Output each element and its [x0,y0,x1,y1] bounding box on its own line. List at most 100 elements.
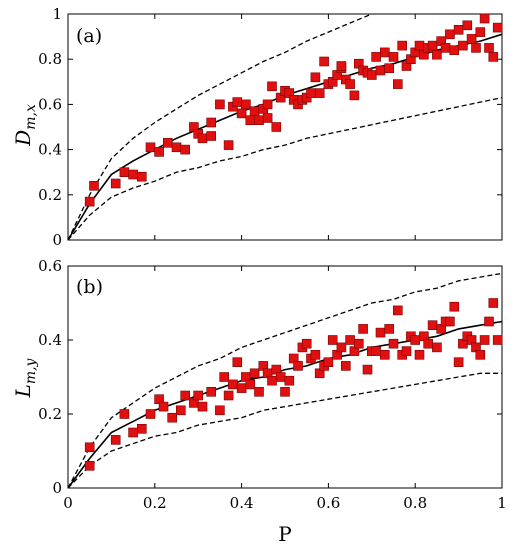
panel-b: Lm,y 0 0.2 0.4 0.6 0.8 1 0 0.2 0.4 0.6 (b) P [11,257,507,546]
svg-text:Dm,x: Dm,x [11,104,39,147]
panel-b-data-point [180,390,190,401]
panel-a-y-tick-label: 1 [52,5,62,23]
panel-a-data-point [427,40,438,51]
panel-b-data-point [392,305,403,316]
panel-b-data-point [423,338,434,349]
panel-a-y-tick-label: 0.8 [38,50,62,68]
panel-b-y-axis-label: Lm,y [11,357,39,398]
panel-b-data-point [475,349,486,360]
panel-b-data-point [145,409,156,419]
panel-b-data-point [479,335,490,345]
panel-a-data-point [314,88,325,98]
panel-a-data-point [271,122,282,132]
panel-a-data-point [306,88,316,98]
panel-b-data-point [410,335,421,345]
panel-a-data-point [249,106,260,116]
panel-b-plot-frame [67,265,503,489]
panel-a-data-point [384,63,395,74]
panel-a-plot-frame [67,13,503,241]
panel-a-data-point [163,138,173,148]
panel-b-data-point [336,342,347,353]
panel-a-data-point [241,99,251,110]
panel-a-data-point [458,40,468,51]
panel-b-data-point [401,346,412,356]
panel-b-data-point [215,405,225,416]
panel-a-data-point [379,47,390,58]
panel-b-data-point [449,301,460,312]
panel-b-y-tick-label: 0.4 [38,331,62,349]
panel-b-data-point [176,405,186,416]
panel-b-data-point [280,386,290,397]
panel-a-data-point [245,115,256,125]
panel-a-y-tick-label: 0 [52,231,62,249]
panel-a-y-axis-label: Dm,x [11,104,39,147]
panel-b-data-point [327,335,338,345]
panel-a-data-point [232,97,243,107]
panel-b-data-point [223,390,234,401]
panel-b-data-point [128,427,138,438]
panel-a-y-tick-label: 0.2 [38,186,62,204]
panel-b-x-tick-label: 0.4 [230,494,254,512]
panel-a-data-point [366,70,377,80]
panel-a-data-point [397,40,408,51]
panel-b-data-point [137,423,147,434]
panel-b-data-point [293,361,303,371]
panel-b-data-point [254,386,264,397]
panel-b-data-point [353,338,364,349]
panel-a-data-point [471,43,481,53]
panel-a-data-point [254,115,264,125]
panel-b-data-point [384,324,395,334]
panel-a-data-point [392,79,403,89]
panel-a-data-point [375,65,386,76]
panel-a-data-point [137,171,147,182]
panel-a-data-point [388,52,399,62]
panel-b-fit-line [67,320,503,489]
panel-a-data-point [206,131,216,141]
panel-b-data-point [167,412,177,423]
panel-b-data-point [414,349,425,360]
panel-b-data-point [267,375,277,386]
panel-a-data-point [319,56,329,67]
panel-a-data-point [180,144,190,155]
panel-b-label: (b) [76,276,103,298]
panel-a-upper-bound-line [67,13,373,241]
panel-b-data-point [232,357,243,368]
panel-b-x-tick-label: 0.6 [316,494,340,512]
panel-b-data-point [197,401,208,412]
panel-b-data-point [358,324,368,334]
panel-b-data-point [371,346,381,356]
panel-a-data-point [349,90,360,101]
panel-b-data-point [219,372,229,382]
panel-a-data-point [110,178,121,189]
panel-b-y-tick-label: 0.2 [38,405,62,423]
panel-a-y-tick-label: 0.4 [38,141,62,159]
panel-a-data-point [462,20,473,31]
x-axis-label: P [278,522,291,546]
panel-a-data-point [479,13,490,24]
panel-a-data-point [475,27,486,37]
panel-a-data-point [84,196,95,207]
panel-b-data-point [488,298,499,308]
panel-b-data-point [379,349,390,360]
panel-a-data-point [414,40,425,51]
panel-b-data-point [432,342,442,353]
panel-b-data-point [84,460,95,471]
panel-a-data-point [171,142,182,153]
panel-a-y-label-sub: m,x [23,104,39,130]
panel-b-x-tick-label: 0.8 [403,494,427,512]
panel-b-data-point [427,320,438,331]
panel-b-data-point [245,379,256,390]
panel-b-data-point [158,401,169,412]
panel-b-y-tick-label: 0.6 [38,257,62,275]
svg-text:Lm,y: Lm,y [11,357,39,398]
panel-b-data-point [110,435,121,445]
panel-b-data-point [301,338,312,349]
panel-b-upper-bound-line [67,272,503,489]
panel-a-data-point [488,52,499,62]
panel-b-data-point [340,361,351,371]
panel-b-data-point [236,383,247,393]
panel-b-data-point [206,386,216,397]
panel-b-x-tick-label: 1 [497,494,507,512]
panel-a-data-point [128,169,138,180]
